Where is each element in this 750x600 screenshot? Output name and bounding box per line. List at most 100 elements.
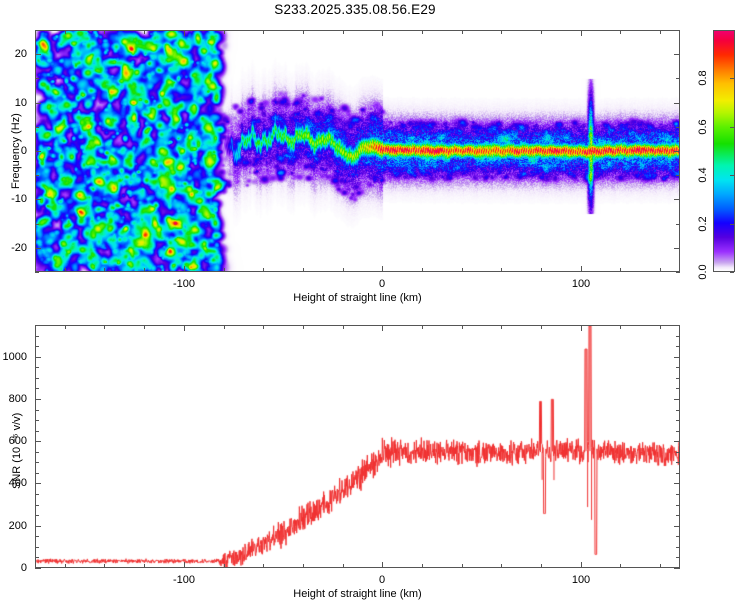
y-tick-label: 20 xyxy=(14,48,27,60)
x-minor-tick xyxy=(422,564,423,568)
y-tick-label: -20 xyxy=(11,242,27,254)
x-tick-top xyxy=(343,325,344,329)
y-tick-label: 10 xyxy=(14,97,27,109)
y-minor-tick xyxy=(35,505,39,506)
colorbar-tick xyxy=(730,175,734,176)
x-tick-top xyxy=(660,325,661,329)
y-tick-right xyxy=(674,248,680,249)
colorbar-gradient xyxy=(713,30,735,272)
y-tick-label: 800 xyxy=(8,393,27,405)
y-minor-tick xyxy=(35,325,39,326)
x-major-tick xyxy=(184,562,185,568)
y-minor-tick xyxy=(35,367,39,368)
x-tick-top xyxy=(65,30,66,34)
y-minor-tick xyxy=(35,388,39,389)
y-minor-tick xyxy=(35,346,39,347)
x-tick-top xyxy=(65,325,66,329)
y-minor-tick xyxy=(35,420,39,421)
y-minor-tick xyxy=(35,272,39,273)
spectrogram-x-axis-title: Height of straight line (km) xyxy=(293,292,422,304)
y-tick-label: 200 xyxy=(8,520,27,532)
y-tick-label: 600 xyxy=(8,435,27,447)
x-minor-tick xyxy=(660,564,661,568)
x-minor-tick xyxy=(541,268,542,272)
y-major-tick xyxy=(35,526,41,527)
y-minor-tick xyxy=(35,378,39,379)
y-tick-right xyxy=(674,357,680,358)
spectrogram-plot-area xyxy=(35,30,680,272)
y-tick-right xyxy=(676,547,680,548)
y-tick-right xyxy=(676,175,680,176)
x-major-tick xyxy=(382,266,383,272)
y-tick-right xyxy=(676,346,680,347)
colorbar-tick xyxy=(730,272,734,273)
y-tick-right xyxy=(676,127,680,128)
x-tick-top xyxy=(581,325,582,331)
y-minor-tick xyxy=(35,127,39,128)
y-tick-right xyxy=(674,199,680,200)
x-minor-tick xyxy=(303,268,304,272)
y-tick-right xyxy=(676,388,680,389)
snr-trace xyxy=(36,326,679,567)
y-tick-right xyxy=(676,336,680,337)
y-minor-tick xyxy=(35,462,39,463)
x-minor-tick xyxy=(303,564,304,568)
figure-title: S233.2025.335.08.56.E29 xyxy=(274,2,436,17)
x-minor-tick xyxy=(65,564,66,568)
x-tick-label: 100 xyxy=(571,278,591,290)
x-tick-top xyxy=(263,325,264,329)
x-tick-top xyxy=(660,30,661,34)
y-minor-tick xyxy=(35,78,39,79)
colorbar-tick-label: 0.8 xyxy=(697,70,709,86)
x-minor-tick xyxy=(462,268,463,272)
y-major-tick xyxy=(35,441,41,442)
x-tick-top xyxy=(581,30,582,36)
y-minor-tick xyxy=(35,175,39,176)
y-minor-tick xyxy=(35,224,39,225)
x-minor-tick xyxy=(620,268,621,272)
y-tick-label: -10 xyxy=(11,193,27,205)
y-tick-right xyxy=(674,54,680,55)
y-minor-tick xyxy=(35,515,39,516)
x-tick-label: 100 xyxy=(571,574,591,586)
colorbar-tick xyxy=(730,224,734,225)
x-minor-tick xyxy=(263,268,264,272)
x-tick-top xyxy=(541,30,542,34)
x-tick-label: -100 xyxy=(172,574,196,586)
y-tick-right xyxy=(674,441,680,442)
x-tick-top xyxy=(184,325,185,331)
y-tick-right xyxy=(676,367,680,368)
x-tick-label: 0 xyxy=(378,574,386,586)
y-tick-right xyxy=(676,325,680,326)
x-minor-tick xyxy=(620,564,621,568)
y-minor-tick xyxy=(35,431,39,432)
x-tick-top xyxy=(501,30,502,34)
x-major-tick xyxy=(581,562,582,568)
colorbar-tick-label: 0.6 xyxy=(697,119,709,135)
x-minor-tick xyxy=(65,268,66,272)
x-minor-tick xyxy=(144,268,145,272)
y-tick-right xyxy=(676,30,680,31)
y-tick-right xyxy=(674,483,680,484)
colorbar-tick-label: 0.2 xyxy=(697,216,709,232)
y-tick-right xyxy=(676,536,680,537)
y-major-tick xyxy=(35,357,41,358)
y-tick-right xyxy=(676,515,680,516)
x-minor-tick xyxy=(224,268,225,272)
x-minor-tick xyxy=(104,564,105,568)
x-minor-tick xyxy=(343,564,344,568)
x-tick-top xyxy=(382,30,383,36)
y-minor-tick xyxy=(35,557,39,558)
x-minor-tick xyxy=(343,268,344,272)
y-tick-right xyxy=(676,557,680,558)
y-tick-right xyxy=(676,431,680,432)
y-tick-right xyxy=(676,452,680,453)
y-minor-tick xyxy=(35,547,39,548)
x-minor-tick xyxy=(104,268,105,272)
y-tick-right xyxy=(676,420,680,421)
y-major-tick xyxy=(35,199,41,200)
x-tick-top xyxy=(184,30,185,36)
x-major-tick xyxy=(581,266,582,272)
y-major-tick xyxy=(35,54,41,55)
colorbar-tick-label: 0.4 xyxy=(697,167,709,183)
